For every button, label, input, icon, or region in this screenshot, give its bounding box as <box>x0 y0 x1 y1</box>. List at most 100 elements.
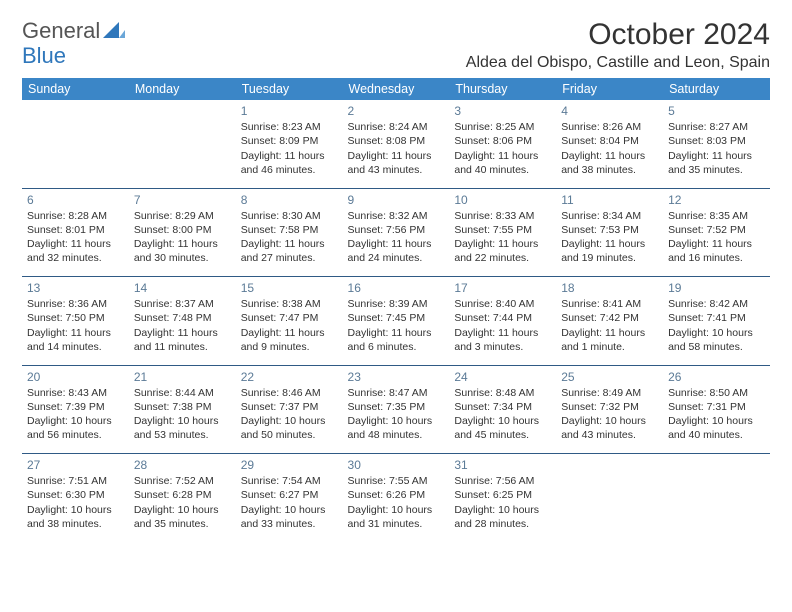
sunrise-text: Sunrise: 8:30 AM <box>241 209 338 223</box>
day-number: 14 <box>134 280 231 296</box>
sunrise-text: Sunrise: 7:51 AM <box>27 474 124 488</box>
sunrise-text: Sunrise: 8:47 AM <box>348 386 445 400</box>
calendar-day-cell <box>556 454 663 542</box>
daylight-text: Daylight: 11 hours and 32 minutes. <box>27 237 124 265</box>
day-number: 22 <box>241 369 338 385</box>
sunrise-text: Sunrise: 8:46 AM <box>241 386 338 400</box>
calendar-day-cell: 4Sunrise: 8:26 AMSunset: 8:04 PMDaylight… <box>556 100 663 188</box>
day-details: Sunrise: 8:25 AMSunset: 8:06 PMDaylight:… <box>454 120 551 177</box>
day-number: 21 <box>134 369 231 385</box>
daylight-text: Daylight: 10 hours and 50 minutes. <box>241 414 338 442</box>
sunset-text: Sunset: 6:26 PM <box>348 488 445 502</box>
logo-triangle-icon <box>103 18 125 44</box>
calendar-day-cell: 8Sunrise: 8:30 AMSunset: 7:58 PMDaylight… <box>236 189 343 277</box>
daylight-text: Daylight: 11 hours and 40 minutes. <box>454 149 551 177</box>
sunset-text: Sunset: 7:50 PM <box>27 311 124 325</box>
calendar-day-cell: 15Sunrise: 8:38 AMSunset: 7:47 PMDayligh… <box>236 277 343 365</box>
sunrise-text: Sunrise: 8:36 AM <box>27 297 124 311</box>
calendar-day-cell: 12Sunrise: 8:35 AMSunset: 7:52 PMDayligh… <box>663 189 770 277</box>
daylight-text: Daylight: 11 hours and 1 minute. <box>561 326 658 354</box>
day-number: 16 <box>348 280 445 296</box>
sunrise-text: Sunrise: 8:49 AM <box>561 386 658 400</box>
sunset-text: Sunset: 8:01 PM <box>27 223 124 237</box>
daylight-text: Daylight: 11 hours and 22 minutes. <box>454 237 551 265</box>
sunrise-text: Sunrise: 8:25 AM <box>454 120 551 134</box>
sunrise-text: Sunrise: 7:56 AM <box>454 474 551 488</box>
day-number: 29 <box>241 457 338 473</box>
daylight-text: Daylight: 11 hours and 43 minutes. <box>348 149 445 177</box>
sunset-text: Sunset: 7:56 PM <box>348 223 445 237</box>
sunset-text: Sunset: 7:58 PM <box>241 223 338 237</box>
page-title: October 2024 <box>588 18 770 52</box>
header-row: General October 2024 <box>22 18 770 52</box>
logo-line2: Blue <box>22 34 66 78</box>
day-details: Sunrise: 7:55 AMSunset: 6:26 PMDaylight:… <box>348 474 445 531</box>
sunset-text: Sunset: 7:31 PM <box>668 400 765 414</box>
calendar-day-cell: 9Sunrise: 8:32 AMSunset: 7:56 PMDaylight… <box>343 189 450 277</box>
sunset-text: Sunset: 8:08 PM <box>348 134 445 148</box>
sunrise-text: Sunrise: 7:55 AM <box>348 474 445 488</box>
day-number: 5 <box>668 103 765 119</box>
calendar-day-cell: 23Sunrise: 8:47 AMSunset: 7:35 PMDayligh… <box>343 366 450 454</box>
sunrise-text: Sunrise: 8:39 AM <box>348 297 445 311</box>
weekday-header: Friday <box>556 78 663 100</box>
weekday-header: Saturday <box>663 78 770 100</box>
sunset-text: Sunset: 7:39 PM <box>27 400 124 414</box>
sunset-text: Sunset: 7:32 PM <box>561 400 658 414</box>
calendar-day-cell: 7Sunrise: 8:29 AMSunset: 8:00 PMDaylight… <box>129 189 236 277</box>
calendar-week-row: 6Sunrise: 8:28 AMSunset: 8:01 PMDaylight… <box>22 189 770 277</box>
calendar-day-cell: 10Sunrise: 8:33 AMSunset: 7:55 PMDayligh… <box>449 189 556 277</box>
sunset-text: Sunset: 7:34 PM <box>454 400 551 414</box>
sunrise-text: Sunrise: 8:35 AM <box>668 209 765 223</box>
sunrise-text: Sunrise: 8:43 AM <box>27 386 124 400</box>
calendar-day-cell <box>22 100 129 188</box>
calendar-week-row: 20Sunrise: 8:43 AMSunset: 7:39 PMDayligh… <box>22 366 770 454</box>
calendar-day-cell <box>663 454 770 542</box>
day-details: Sunrise: 8:32 AMSunset: 7:56 PMDaylight:… <box>348 209 445 266</box>
daylight-text: Daylight: 10 hours and 28 minutes. <box>454 503 551 531</box>
day-details: Sunrise: 8:36 AMSunset: 7:50 PMDaylight:… <box>27 297 124 354</box>
calendar-week-row: 1Sunrise: 8:23 AMSunset: 8:09 PMDaylight… <box>22 100 770 188</box>
daylight-text: Daylight: 10 hours and 38 minutes. <box>27 503 124 531</box>
calendar-day-cell: 22Sunrise: 8:46 AMSunset: 7:37 PMDayligh… <box>236 366 343 454</box>
weekday-header: Tuesday <box>236 78 343 100</box>
daylight-text: Daylight: 11 hours and 35 minutes. <box>668 149 765 177</box>
calendar-day-cell: 19Sunrise: 8:42 AMSunset: 7:41 PMDayligh… <box>663 277 770 365</box>
sunrise-text: Sunrise: 8:24 AM <box>348 120 445 134</box>
sunset-text: Sunset: 7:44 PM <box>454 311 551 325</box>
sunset-text: Sunset: 7:41 PM <box>668 311 765 325</box>
calendar-day-cell: 26Sunrise: 8:50 AMSunset: 7:31 PMDayligh… <box>663 366 770 454</box>
sunset-text: Sunset: 7:55 PM <box>454 223 551 237</box>
day-details: Sunrise: 8:41 AMSunset: 7:42 PMDaylight:… <box>561 297 658 354</box>
calendar-day-cell: 25Sunrise: 8:49 AMSunset: 7:32 PMDayligh… <box>556 366 663 454</box>
day-details: Sunrise: 8:29 AMSunset: 8:00 PMDaylight:… <box>134 209 231 266</box>
day-details: Sunrise: 7:52 AMSunset: 6:28 PMDaylight:… <box>134 474 231 531</box>
daylight-text: Daylight: 10 hours and 45 minutes. <box>454 414 551 442</box>
calendar-day-cell: 27Sunrise: 7:51 AMSunset: 6:30 PMDayligh… <box>22 454 129 542</box>
calendar-week-row: 13Sunrise: 8:36 AMSunset: 7:50 PMDayligh… <box>22 277 770 365</box>
daylight-text: Daylight: 11 hours and 27 minutes. <box>241 237 338 265</box>
sunrise-text: Sunrise: 8:29 AM <box>134 209 231 223</box>
daylight-text: Daylight: 11 hours and 24 minutes. <box>348 237 445 265</box>
sunset-text: Sunset: 8:04 PM <box>561 134 658 148</box>
day-number: 1 <box>241 103 338 119</box>
day-number: 20 <box>27 369 124 385</box>
weekday-header: Monday <box>129 78 236 100</box>
sunset-text: Sunset: 7:38 PM <box>134 400 231 414</box>
day-number: 2 <box>348 103 445 119</box>
daylight-text: Daylight: 10 hours and 40 minutes. <box>668 414 765 442</box>
calendar-day-cell: 30Sunrise: 7:55 AMSunset: 6:26 PMDayligh… <box>343 454 450 542</box>
daylight-text: Daylight: 11 hours and 11 minutes. <box>134 326 231 354</box>
day-number: 27 <box>27 457 124 473</box>
sunset-text: Sunset: 6:30 PM <box>27 488 124 502</box>
day-number: 17 <box>454 280 551 296</box>
daylight-text: Daylight: 11 hours and 9 minutes. <box>241 326 338 354</box>
day-details: Sunrise: 8:27 AMSunset: 8:03 PMDaylight:… <box>668 120 765 177</box>
sunrise-text: Sunrise: 8:27 AM <box>668 120 765 134</box>
weekday-header-row: Sunday Monday Tuesday Wednesday Thursday… <box>22 78 770 100</box>
calendar-week-row: 27Sunrise: 7:51 AMSunset: 6:30 PMDayligh… <box>22 454 770 542</box>
day-details: Sunrise: 8:33 AMSunset: 7:55 PMDaylight:… <box>454 209 551 266</box>
daylight-text: Daylight: 11 hours and 6 minutes. <box>348 326 445 354</box>
day-details: Sunrise: 8:43 AMSunset: 7:39 PMDaylight:… <box>27 386 124 443</box>
calendar-day-cell: 31Sunrise: 7:56 AMSunset: 6:25 PMDayligh… <box>449 454 556 542</box>
